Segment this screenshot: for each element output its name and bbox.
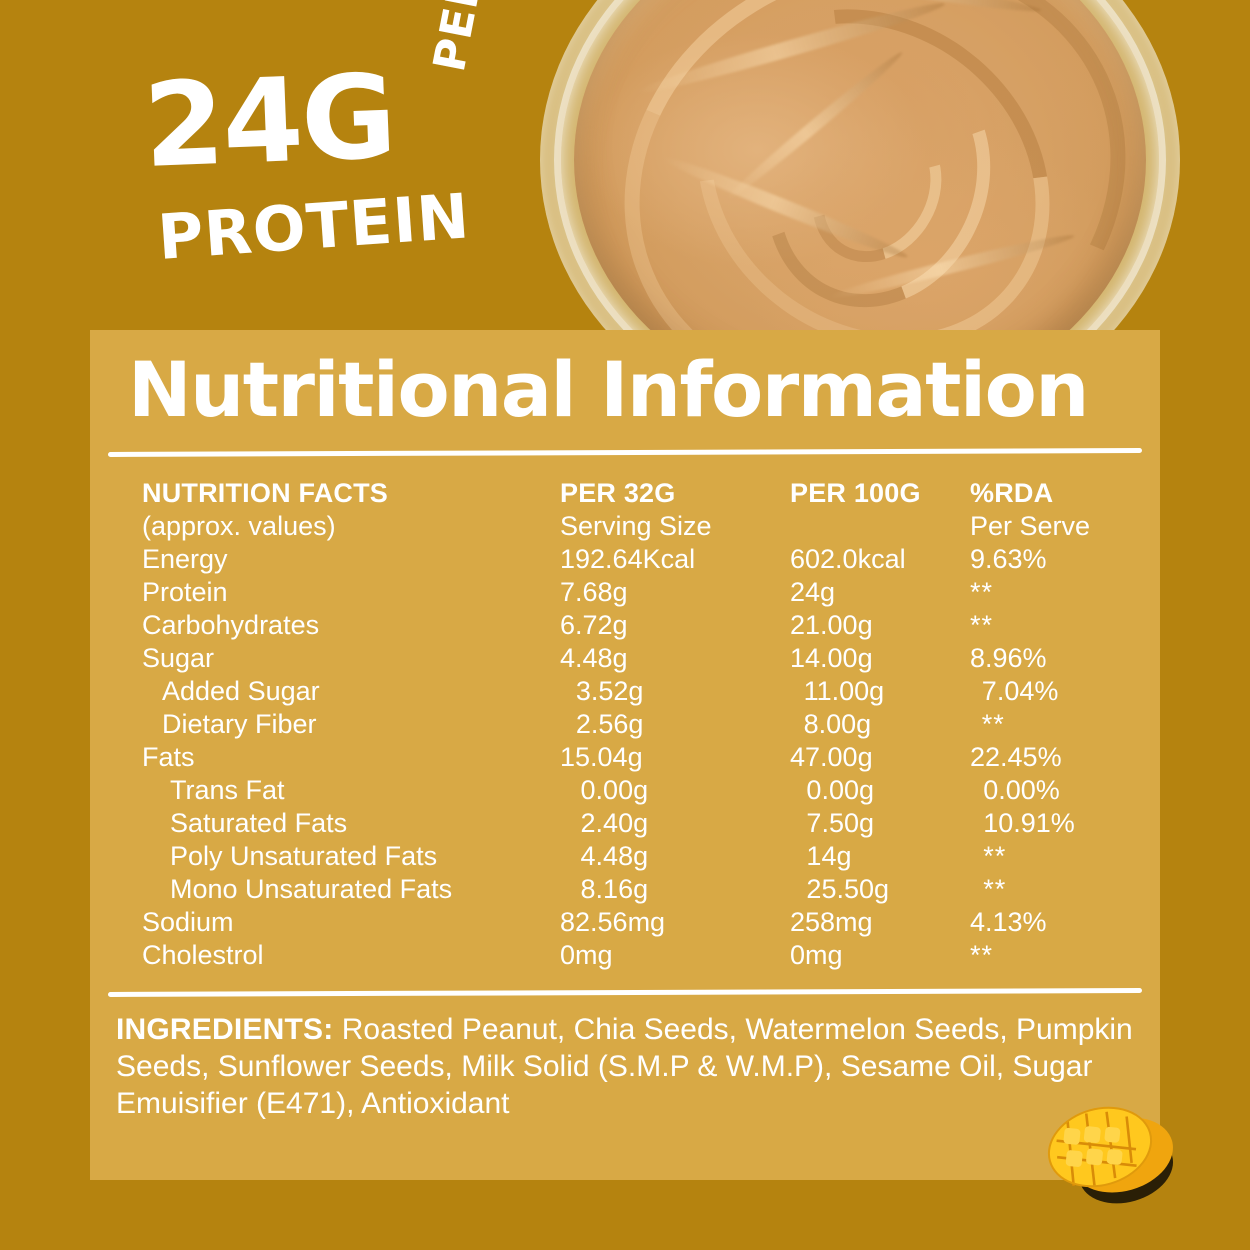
row-value-rda: 4.13% bbox=[970, 907, 1047, 937]
row-label: Carbohydrates bbox=[142, 610, 320, 640]
table-row: Sugar 4.48g 14.00g 8.96% bbox=[142, 642, 1160, 675]
row-value-per-32g: 3.52g bbox=[575, 676, 644, 706]
row-value-rda: 10.91% bbox=[983, 808, 1075, 838]
table-row: Fats 15.04g 47.00g 22.45% bbox=[142, 741, 1160, 774]
row-value-rda: ** bbox=[970, 610, 994, 640]
hero-protein-amount: 24G bbox=[141, 49, 397, 194]
row-label: Added Sugar bbox=[162, 676, 320, 706]
ingredients-paragraph: INGREDIENTS: Roasted Peanut, Chia Seeds,… bbox=[90, 1011, 1160, 1122]
row-value-per-100g: 602.0kcal bbox=[790, 544, 906, 574]
nutrition-table: NUTRITION FACTS PER 32G PER 100G %RDA (a… bbox=[90, 477, 1160, 972]
row-value-per-100g: 0.00g bbox=[806, 775, 874, 805]
table-row: Carbohydrates 6.72g 21.00g ** bbox=[142, 609, 1160, 642]
row-value-per-100g: 0mg bbox=[790, 940, 843, 970]
hero-nutrient-label: PROTEIN bbox=[155, 179, 473, 274]
row-value-per-32g: 4.48g bbox=[560, 643, 628, 673]
row-value-per-100g: 11.00g bbox=[803, 676, 885, 706]
table-header-row: NUTRITION FACTS PER 32G PER 100G %RDA bbox=[142, 477, 1160, 510]
ingredients-text: Roasted Peanut, Chia Seeds, Watermelon S… bbox=[116, 1013, 1133, 1120]
row-value-per-100g: 258mg bbox=[790, 907, 873, 937]
table-subheader-row: (approx. values) Serving Size Per Serve bbox=[142, 510, 1160, 543]
row-label: Sodium bbox=[142, 907, 234, 937]
row-value-rda: 9.63% bbox=[970, 544, 1047, 574]
column-header-per-100g: PER 100G bbox=[790, 478, 921, 508]
row-value-per-32g: 192.64Kcal bbox=[560, 544, 696, 574]
row-value-per-32g: 15.04g bbox=[560, 742, 643, 772]
row-label: Trans Fat bbox=[170, 775, 285, 805]
table-row: Added Sugar 3.52g 11.00g 7.04% bbox=[142, 675, 1160, 708]
row-label: Energy bbox=[142, 544, 228, 574]
table-row: Energy 192.64Kcal 602.0kcal 9.63% bbox=[142, 543, 1160, 576]
column-subheader-rda: Per Serve bbox=[970, 511, 1091, 541]
column-header-rda: %RDA bbox=[970, 478, 1054, 508]
row-value-per-100g: 21.00g bbox=[790, 610, 873, 640]
row-value-per-32g: 4.48g bbox=[580, 841, 649, 871]
row-value-rda: 7.04% bbox=[981, 676, 1059, 706]
table-row: Mono Unsaturated Fats 8.16g 25.50g ** bbox=[142, 873, 1160, 906]
row-value-rda: ** bbox=[970, 940, 994, 970]
table-row: Trans Fat 0.00g 0.00g 0.00% bbox=[142, 774, 1160, 807]
hero-headline: 24G PROTEIN bbox=[141, 49, 473, 274]
row-value-per-32g: 2.40g bbox=[580, 808, 649, 838]
row-value-rda: 0.00% bbox=[983, 775, 1060, 805]
column-subheader-facts: (approx. values) bbox=[142, 511, 336, 541]
column-header-per-32g: PER 32G bbox=[560, 478, 676, 508]
row-label: Poly Unsaturated Fats bbox=[170, 841, 438, 871]
nutrition-panel: Nutritional Information NUTRITION FACTS … bbox=[90, 330, 1160, 1180]
row-value-per-32g: 82.56mg bbox=[560, 907, 666, 937]
row-value-rda: ** bbox=[970, 577, 994, 607]
row-value-per-32g: 7.68g bbox=[560, 577, 628, 607]
mango-icon bbox=[1047, 1106, 1174, 1204]
row-value-per-32g: 8.16g bbox=[580, 874, 649, 904]
row-value-per-100g: 25.50g bbox=[806, 874, 890, 904]
row-value-per-100g: 14.00g bbox=[790, 643, 873, 673]
table-row: Poly Unsaturated Fats 4.48g 14g ** bbox=[142, 840, 1160, 873]
table-row: Sodium 82.56mg 258mg 4.13% bbox=[142, 906, 1160, 939]
row-label: Dietary Fiber bbox=[162, 709, 317, 739]
row-label: Protein bbox=[142, 577, 228, 607]
divider-top bbox=[107, 448, 1143, 457]
column-subheader-per-32g: Serving Size bbox=[560, 511, 712, 541]
ingredients-label: INGREDIENTS: bbox=[116, 1013, 334, 1046]
row-label: Cholestrol bbox=[142, 940, 264, 970]
table-body: Energy 192.64Kcal 602.0kcal 9.63% Protein 7.6… bbox=[142, 543, 1160, 972]
row-value-per-32g: 6.72g bbox=[560, 610, 628, 640]
row-value-per-32g: 0.00g bbox=[580, 775, 649, 805]
divider-bottom bbox=[107, 988, 1143, 997]
page-title: Nutritional Information bbox=[128, 345, 1089, 434]
row-value-rda: 22.45% bbox=[970, 742, 1062, 772]
row-label: Fats bbox=[142, 742, 195, 772]
row-value-per-32g: 2.56g bbox=[575, 709, 644, 739]
hero-basis-label: PER 100G bbox=[424, 0, 521, 76]
row-value-rda: ** bbox=[983, 841, 1007, 871]
row-value-per-100g: 47.00g bbox=[790, 742, 873, 772]
row-value-per-100g: 8.00g bbox=[803, 709, 872, 739]
row-label: Mono Unsaturated Fats bbox=[170, 874, 453, 904]
row-label: Saturated Fats bbox=[170, 808, 348, 838]
row-value-rda: ** bbox=[981, 709, 1005, 739]
column-header-facts: NUTRITION FACTS bbox=[142, 478, 388, 508]
table-row: Saturated Fats 2.40g 7.50g 10.91% bbox=[142, 807, 1160, 840]
row-value-rda: 8.96% bbox=[970, 643, 1047, 673]
table-row: Dietary Fiber 2.56g 8.00g ** bbox=[142, 708, 1160, 741]
table-row: Protein 7.68g 24g ** bbox=[142, 576, 1160, 609]
row-value-per-100g: 14g bbox=[806, 841, 852, 871]
row-label: Sugar bbox=[142, 643, 215, 673]
row-value-per-100g: 7.50g bbox=[806, 808, 874, 838]
row-value-per-100g: 24g bbox=[790, 577, 836, 607]
row-value-rda: ** bbox=[983, 874, 1007, 904]
table-row: Cholestrol 0mg 0mg ** bbox=[142, 939, 1160, 972]
row-value-per-32g: 0mg bbox=[560, 940, 613, 970]
